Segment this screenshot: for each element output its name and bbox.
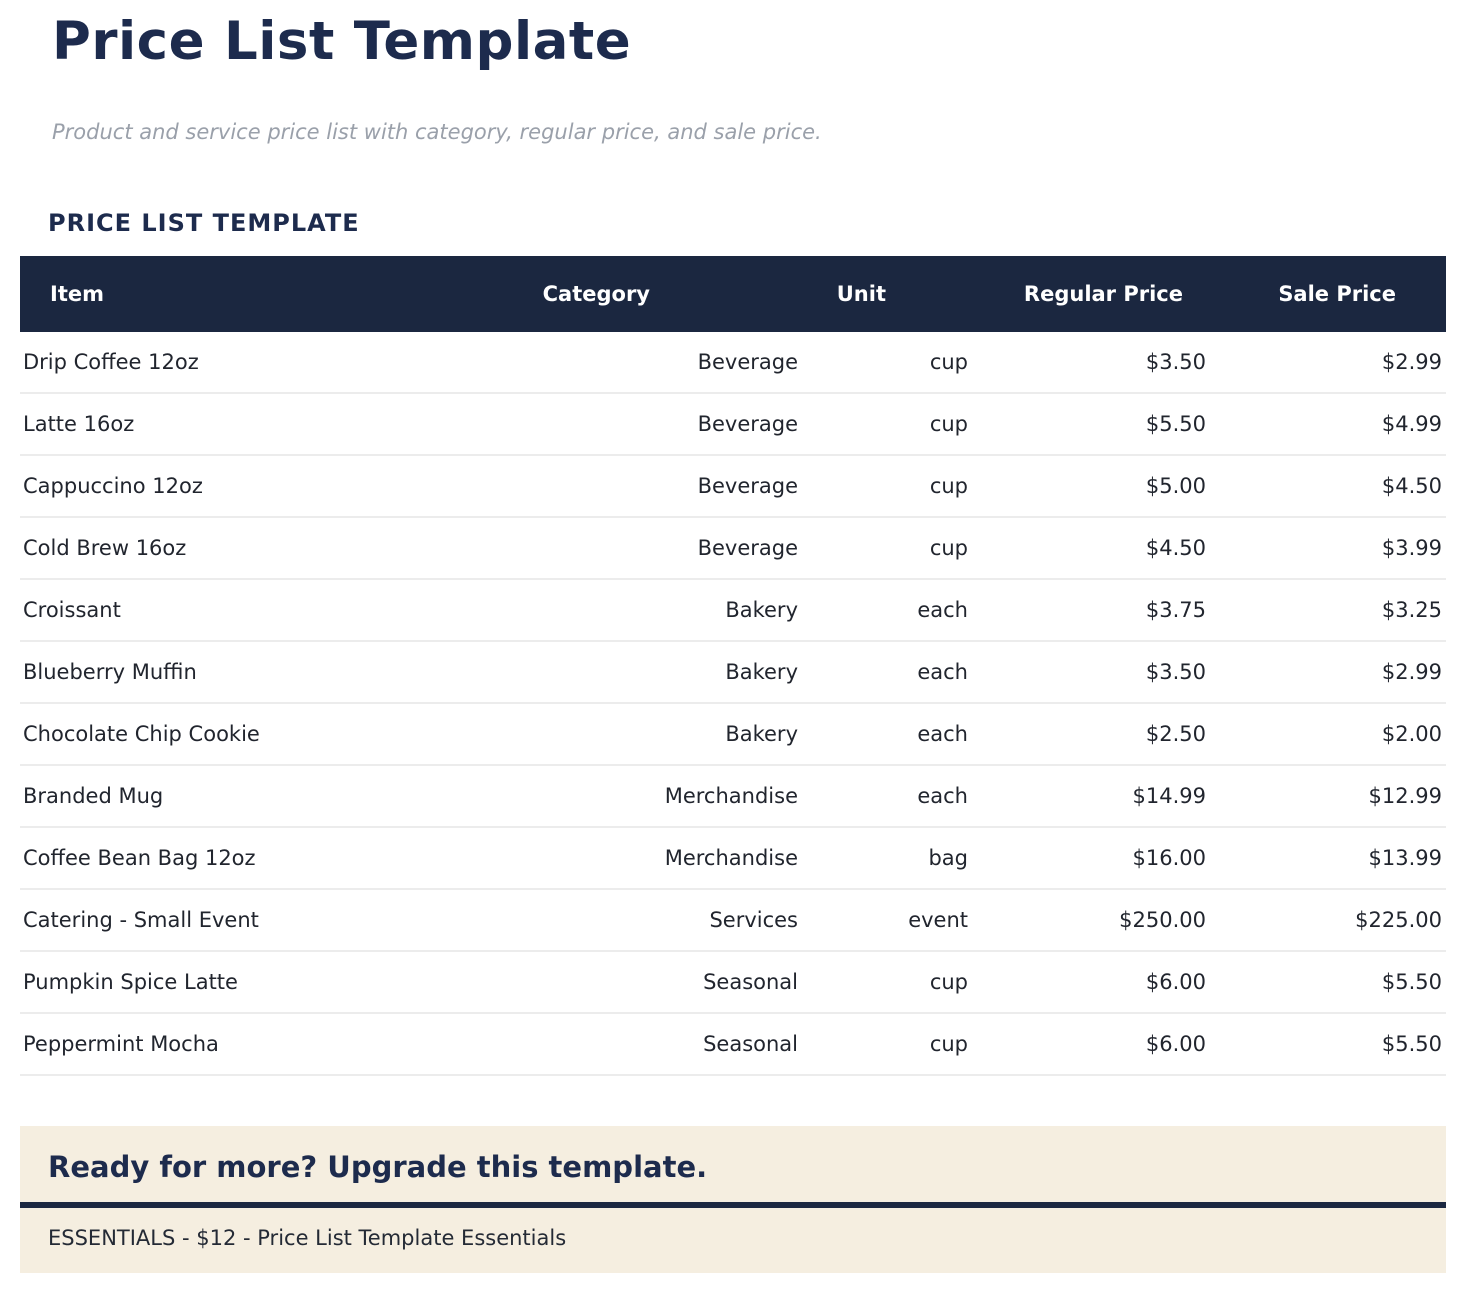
category-cell: Merchandise: [520, 764, 802, 828]
category-cell: Bakery: [520, 578, 802, 642]
regular-price-cell: $3.75: [972, 578, 1210, 642]
regular-price-cell: $2.50: [972, 702, 1210, 766]
table-row: Peppermint Mocha Seasonal cup $6.00 $5.50: [20, 1012, 1446, 1076]
table-header-row: Item Category Unit Regular Price Sale Price: [20, 255, 1446, 332]
unit-cell: cup: [802, 516, 972, 580]
item-cell: Blueberry Muffin: [20, 640, 520, 704]
category-cell: Seasonal: [520, 1012, 802, 1076]
item-cell: Drip Coffee 12oz: [20, 331, 520, 394]
table-row: Cold Brew 16oz Beverage cup $4.50 $3.99: [20, 516, 1446, 580]
regular-price-cell: $250.00: [972, 888, 1210, 952]
table-header: Item Category Unit Regular Price Sale Price: [20, 255, 1446, 332]
table-row: Latte 16oz Beverage cup $5.50 $4.99: [20, 392, 1446, 456]
upsell-banner: Ready for more? Upgrade this template. E…: [20, 1125, 1446, 1273]
regular-price-cell: $4.50: [972, 516, 1210, 580]
unit-cell: event: [802, 888, 972, 952]
regular-price-cell: $3.50: [972, 331, 1210, 394]
price-table: Item Category Unit Regular Price Sale Price …: [20, 255, 1446, 1076]
column-header-regular-price: Regular Price: [972, 255, 1210, 332]
item-cell: Catering - Small Event: [20, 888, 520, 952]
category-cell: Bakery: [520, 702, 802, 766]
table-row: Catering - Small Event Services event $250.…: [20, 888, 1446, 952]
unit-cell: each: [802, 764, 972, 828]
unit-cell: cup: [802, 454, 972, 518]
category-cell: Beverage: [520, 392, 802, 456]
category-cell: Services: [520, 888, 802, 952]
regular-price-cell: $6.00: [972, 1012, 1210, 1076]
sale-price-cell: $2.00: [1210, 702, 1446, 766]
table-body: Drip Coffee 12oz Beverage cup $3.50 $2.99 Lat…: [20, 331, 1446, 1076]
table-row: Chocolate Chip Cookie Bakery each $2.50 $2.0…: [20, 702, 1446, 766]
unit-cell: cup: [802, 392, 972, 456]
column-header-category: Category: [520, 255, 802, 332]
section-heading: PRICE LIST TEMPLATE: [48, 208, 360, 237]
table-row: Pumpkin Spice Latte Seasonal cup $6.00 $5.50: [20, 950, 1446, 1014]
table-row: Coffee Bean Bag 12oz Merchandise bag $16.00…: [20, 826, 1446, 890]
table-row: Drip Coffee 12oz Beverage cup $3.50 $2.99: [20, 331, 1446, 394]
unit-cell: each: [802, 640, 972, 704]
regular-price-cell: $3.50: [972, 640, 1210, 704]
table-row: Croissant Bakery each $3.75 $3.25: [20, 578, 1446, 642]
sale-price-cell: $225.00: [1210, 888, 1446, 952]
sale-price-cell: $3.99: [1210, 516, 1446, 580]
unit-cell: each: [802, 702, 972, 766]
column-header-item: Item: [20, 255, 520, 332]
sale-price-cell: $3.25: [1210, 578, 1446, 642]
upsell-divider: [20, 1201, 1446, 1208]
sale-price-cell: $12.99: [1210, 764, 1446, 828]
regular-price-cell: $5.50: [972, 392, 1210, 456]
sale-price-cell: $4.50: [1210, 454, 1446, 518]
category-cell: Beverage: [520, 516, 802, 580]
sale-price-cell: $13.99: [1210, 826, 1446, 890]
unit-cell: cup: [802, 1012, 972, 1076]
regular-price-cell: $5.00: [972, 454, 1210, 518]
unit-cell: cup: [802, 331, 972, 394]
column-header-unit: Unit: [802, 255, 972, 332]
category-cell: Beverage: [520, 454, 802, 518]
item-cell: Croissant: [20, 578, 520, 642]
sale-price-cell: $5.50: [1210, 950, 1446, 1014]
page-title: Price List Template: [52, 11, 632, 72]
regular-price-cell: $16.00: [972, 826, 1210, 890]
table-row: Cappuccino 12oz Beverage cup $5.00 $4.50: [20, 454, 1446, 518]
category-cell: Beverage: [520, 331, 802, 394]
unit-cell: each: [802, 578, 972, 642]
unit-cell: cup: [802, 950, 972, 1014]
item-cell: Cold Brew 16oz: [20, 516, 520, 580]
item-cell: Branded Mug: [20, 764, 520, 828]
unit-cell: bag: [802, 826, 972, 890]
column-header-sale-price: Sale Price: [1210, 255, 1446, 332]
upsell-offer-text: ESSENTIALS - $12 - Price List Template E…: [48, 1225, 567, 1250]
item-cell: Cappuccino 12oz: [20, 454, 520, 518]
item-cell: Coffee Bean Bag 12oz: [20, 826, 520, 890]
item-cell: Chocolate Chip Cookie: [20, 702, 520, 766]
page-subtitle: Product and service price list with cate…: [52, 119, 822, 144]
item-cell: Latte 16oz: [20, 392, 520, 456]
sale-price-cell: $4.99: [1210, 392, 1446, 456]
item-cell: Peppermint Mocha: [20, 1012, 520, 1076]
sale-price-cell: $2.99: [1210, 640, 1446, 704]
upsell-heading: Ready for more? Upgrade this template.: [48, 1149, 708, 1184]
item-cell: Pumpkin Spice Latte: [20, 950, 520, 1014]
regular-price-cell: $6.00: [972, 950, 1210, 1014]
category-cell: Merchandise: [520, 826, 802, 890]
category-cell: Seasonal: [520, 950, 802, 1014]
category-cell: Bakery: [520, 640, 802, 704]
regular-price-cell: $14.99: [972, 764, 1210, 828]
sale-price-cell: $2.99: [1210, 331, 1446, 394]
table-row: Blueberry Muffin Bakery each $3.50 $2.99: [20, 640, 1446, 704]
sale-price-cell: $5.50: [1210, 1012, 1446, 1076]
table-row: Branded Mug Merchandise each $14.99 $12.99: [20, 764, 1446, 828]
